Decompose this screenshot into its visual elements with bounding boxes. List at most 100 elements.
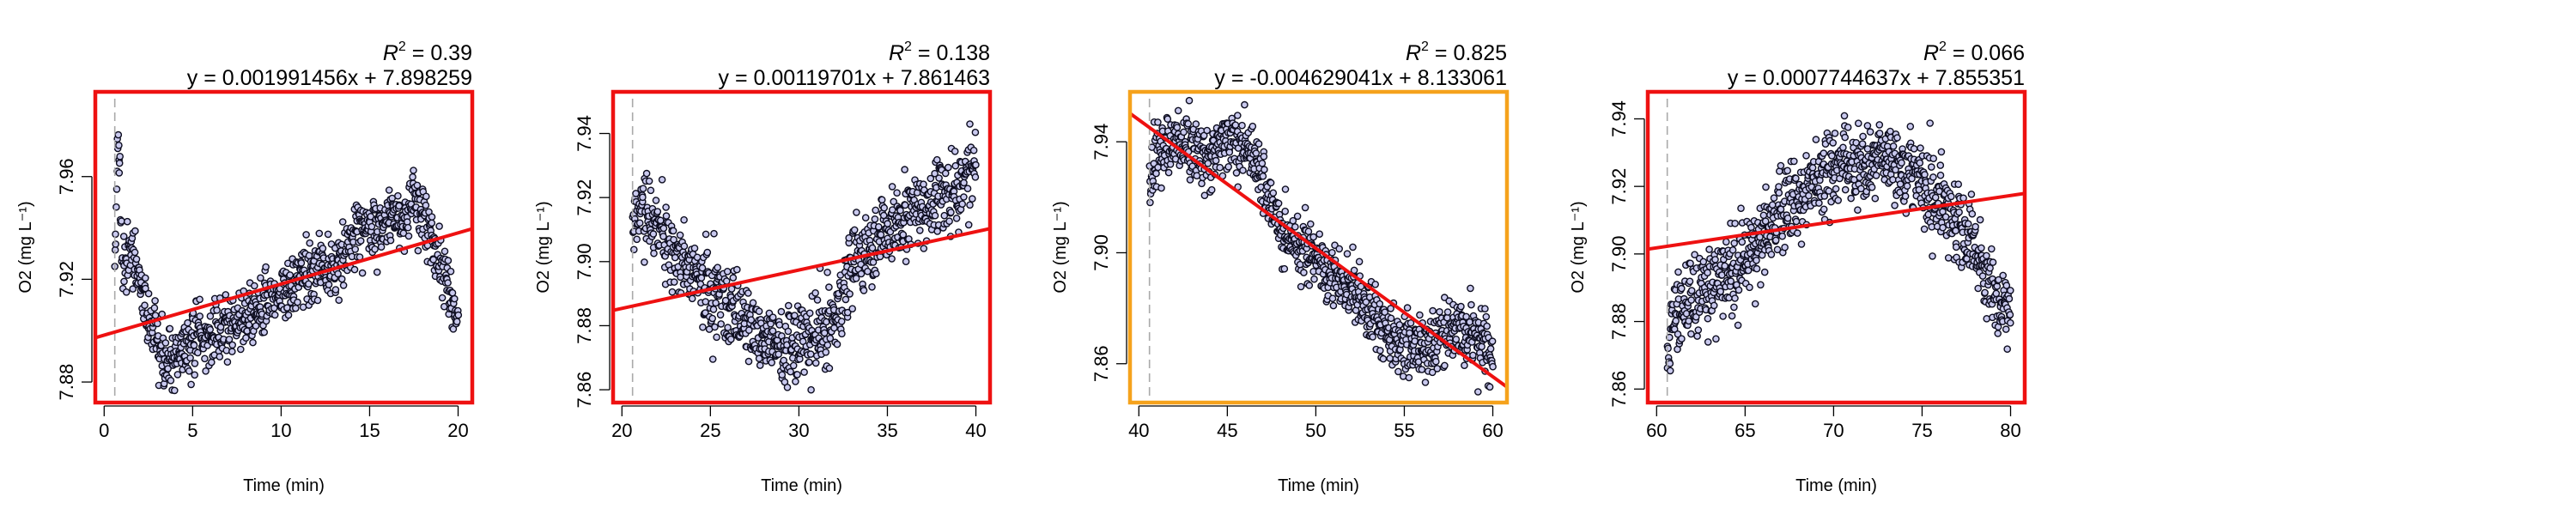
data-point	[1193, 172, 1201, 179]
data-point	[670, 278, 678, 286]
data-point	[1929, 154, 1937, 162]
data-point	[1716, 288, 1724, 295]
x-tick-label: 55	[1394, 420, 1414, 441]
data-point	[1686, 277, 1694, 286]
x-tick-label: 0	[99, 420, 109, 441]
data-point	[358, 269, 367, 277]
data-point	[1728, 312, 1736, 320]
y-axis-label: O2 (mg L⁻¹)	[1051, 201, 1070, 293]
data-point	[680, 215, 688, 224]
data-point	[368, 222, 376, 231]
data-point	[1403, 304, 1412, 312]
regression-equation: y = -0.004629041x + 8.133061	[1214, 66, 1507, 90]
data-point	[1863, 122, 1872, 130]
data-point	[1691, 251, 1698, 259]
data-point	[1789, 157, 1798, 166]
y-tick-label: 7.86	[574, 372, 595, 409]
data-point	[1936, 161, 1945, 169]
data-point	[1432, 357, 1440, 366]
data-point	[286, 271, 295, 279]
data-point	[144, 289, 153, 298]
data-point	[444, 279, 452, 287]
data-point	[1293, 212, 1302, 221]
data-point	[1767, 251, 1776, 258]
data-point	[745, 326, 753, 335]
data-point	[1296, 260, 1304, 269]
data-point	[1773, 245, 1782, 254]
plot-frame	[1127, 89, 1510, 405]
data-point	[945, 217, 953, 226]
data-point	[1722, 238, 1730, 246]
regression-equation: y = 0.00119701x + 7.861463	[719, 66, 990, 90]
data-point	[1839, 143, 1847, 152]
data-point	[435, 222, 443, 230]
data-point	[422, 192, 430, 201]
data-point	[1418, 366, 1426, 373]
y-tick-label: 7.90	[1091, 234, 1112, 271]
data-point	[1992, 289, 2001, 298]
data-point	[1875, 121, 1884, 129]
data-point	[337, 275, 346, 283]
data-point	[1180, 128, 1188, 136]
data-point	[440, 247, 449, 256]
y-tick-label: 7.94	[1091, 124, 1112, 161]
data-point	[1974, 284, 1982, 293]
data-point	[123, 217, 131, 226]
plot-frame	[93, 89, 475, 405]
x-tick-label: 60	[1646, 420, 1667, 441]
data-point	[216, 353, 224, 360]
data-point	[933, 227, 941, 235]
data-point	[252, 322, 260, 330]
data-point	[1395, 321, 1404, 329]
data-point	[1678, 335, 1686, 343]
data-point	[1964, 220, 1972, 228]
regression-equation: y = 0.001991456x + 7.898259	[187, 66, 472, 90]
data-point	[952, 214, 961, 222]
data-point	[951, 161, 960, 170]
data-point	[1386, 354, 1394, 362]
data-point	[1753, 256, 1760, 264]
data-point	[958, 200, 966, 208]
data-point	[1238, 121, 1246, 130]
data-point	[1937, 148, 1946, 156]
data-point	[869, 258, 878, 266]
data-point	[1154, 118, 1162, 126]
data-point	[1239, 167, 1247, 174]
data-point	[250, 282, 258, 290]
data-point	[642, 169, 651, 178]
data-point	[902, 258, 910, 266]
data-point	[245, 321, 253, 329]
data-point	[789, 361, 798, 370]
data-point	[747, 316, 756, 324]
data-point	[709, 306, 718, 313]
data-point	[297, 259, 306, 267]
data-point	[118, 217, 125, 225]
data-point	[262, 263, 270, 271]
data-point	[1379, 354, 1388, 363]
data-point	[1307, 220, 1315, 228]
data-point	[1174, 106, 1182, 115]
data-point	[1783, 167, 1791, 175]
data-point	[356, 237, 365, 245]
data-point	[142, 284, 149, 293]
data-point	[872, 206, 880, 215]
data-point	[1267, 179, 1275, 187]
data-point	[114, 130, 123, 139]
data-point	[1730, 239, 1738, 247]
data-point	[749, 299, 757, 307]
data-point	[1349, 243, 1357, 251]
data-point	[1216, 163, 1224, 172]
data-point	[811, 288, 819, 297]
data-point	[677, 273, 684, 282]
data-point	[1936, 171, 1945, 179]
data-point	[1832, 185, 1840, 193]
data-point	[447, 267, 455, 276]
data-point	[1371, 280, 1379, 288]
data-point	[713, 333, 720, 342]
data-point	[714, 264, 722, 272]
r-squared-value: 0.138	[936, 41, 990, 65]
data-point	[151, 297, 159, 305]
data-point	[1815, 199, 1823, 207]
data-point	[1693, 332, 1701, 340]
data-point	[1854, 119, 1862, 127]
